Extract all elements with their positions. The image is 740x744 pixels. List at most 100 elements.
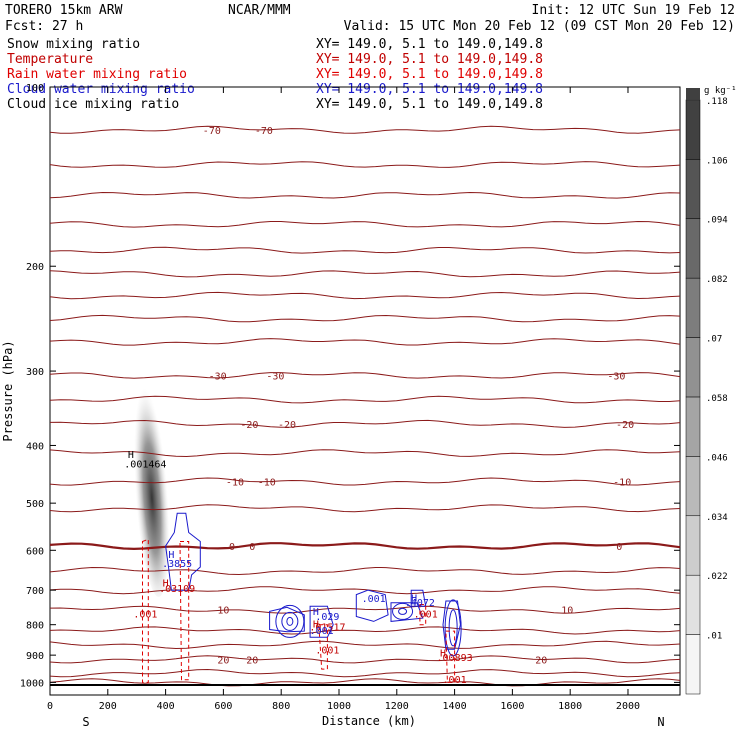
isotherm-label: -10 bbox=[258, 478, 276, 489]
isotherm-label: 0 bbox=[616, 542, 622, 553]
y-tick-label: 500 bbox=[26, 499, 44, 510]
contour-point-label: .001464 bbox=[124, 460, 166, 471]
contour-point-label: H bbox=[128, 450, 134, 461]
contour-point-label: .03109 bbox=[159, 584, 195, 595]
y-tick-label: 100 bbox=[26, 83, 44, 94]
y-tick-label: 800 bbox=[26, 621, 44, 632]
isotherm-line bbox=[49, 270, 681, 278]
field-legend: Snow mixing ratio XY= 149.0, 5.1 to 149.0… bbox=[7, 37, 543, 112]
contour-point-label: .01517 bbox=[309, 622, 345, 633]
isotherm-line bbox=[49, 640, 681, 650]
isotherm-line bbox=[49, 668, 681, 678]
x-tick-label: 400 bbox=[157, 701, 175, 712]
init-label: Init: 12 UTC Sun 19 Feb 12 bbox=[532, 3, 736, 18]
colorbar-segment bbox=[685, 159, 701, 219]
colorbar-label: .082 bbox=[706, 275, 728, 285]
field-xy: XY= 149.0, 5.1 to 149.0,149.8 bbox=[316, 97, 543, 112]
field-xy: XY= 149.0, 5.1 to 149.0,149.8 bbox=[316, 52, 543, 67]
colorbar-segment bbox=[685, 574, 701, 635]
cloud-water-contour bbox=[281, 611, 299, 631]
colorbar: g kg⁻¹ .01 .022 .034 .046 .058 .07 .082 .094 .10… bbox=[685, 86, 737, 695]
center-label: NCAR/MMM bbox=[228, 3, 291, 18]
isotherm-label: 10 bbox=[561, 606, 573, 617]
x-tick-label: 1000 bbox=[327, 701, 351, 712]
isotherm-label: -20 bbox=[240, 420, 258, 431]
fcst-label: Fcst: 27 h bbox=[5, 19, 83, 34]
isotherm-label: -70 bbox=[255, 126, 273, 137]
rain-water-contour bbox=[318, 624, 328, 670]
isotherm-label: -70 bbox=[203, 126, 221, 137]
contour-point-label: .001 bbox=[315, 646, 339, 657]
contour-point-label: .001 bbox=[362, 594, 386, 605]
temperature-isotherms: -70 -70 -30 -30 -30 -20 -20 -20 -10 -10 -10 0 0 0 10 10… bbox=[49, 125, 681, 687]
colorbar-segment bbox=[685, 456, 701, 517]
isotherm-label: -20 bbox=[278, 420, 296, 431]
x-tick-label: 0 bbox=[47, 701, 53, 712]
contour-point-label: .001 bbox=[133, 609, 157, 620]
colorbar-segment bbox=[685, 396, 701, 457]
colorbar-label: .118 bbox=[706, 97, 728, 107]
colorbar-label: .01 bbox=[706, 632, 722, 642]
isotherm-line bbox=[49, 161, 681, 168]
y-tick-label: 900 bbox=[26, 651, 44, 662]
isotherm-label: -20 bbox=[616, 420, 634, 431]
contour-point-label: .001 bbox=[443, 675, 467, 686]
field-xy: XY= 149.0, 5.1 to 149.0,149.8 bbox=[316, 82, 543, 97]
x-tick-label: 1600 bbox=[500, 701, 524, 712]
field-name: Temperature bbox=[7, 52, 93, 67]
colorbar-label: .07 bbox=[706, 335, 722, 345]
isotherm-label: 0 bbox=[249, 542, 255, 553]
contour-point-label: H bbox=[163, 578, 169, 589]
isotherm-line bbox=[49, 449, 681, 458]
isotherm-line bbox=[49, 372, 681, 379]
isotherm-label: -10 bbox=[613, 478, 631, 489]
colorbar-segment bbox=[685, 99, 701, 160]
contour-point-label: H bbox=[313, 619, 319, 630]
cloud-water-contour bbox=[444, 599, 462, 657]
contour-point-label: .001 bbox=[310, 626, 334, 637]
colorbar-label: .094 bbox=[706, 216, 728, 226]
x-tick-label: 600 bbox=[214, 701, 232, 712]
colorbar-label: .034 bbox=[706, 513, 728, 523]
isotherm-line bbox=[49, 655, 681, 664]
plot-frame bbox=[49, 86, 681, 696]
y-tick-label: 300 bbox=[26, 367, 44, 378]
rain-water-contours bbox=[142, 538, 456, 683]
cloud-water-contour bbox=[392, 602, 414, 620]
cloud-water-contour bbox=[442, 600, 461, 650]
y-axis-title: Pressure (hPa) bbox=[1, 340, 15, 441]
contour-point-label: .4072 bbox=[405, 598, 435, 609]
rain-water-contour bbox=[419, 604, 427, 626]
isotherm-line bbox=[49, 338, 681, 346]
isotherm-line bbox=[49, 678, 681, 687]
isotherm-line bbox=[49, 314, 681, 323]
x-tick-label: 1400 bbox=[443, 701, 467, 712]
contour-point-label: H bbox=[440, 649, 446, 660]
isotherm-line bbox=[49, 566, 681, 576]
contour-point-label: H bbox=[411, 594, 417, 605]
colorbar-label: .106 bbox=[706, 156, 728, 166]
contour-point-label: .3855 bbox=[162, 559, 192, 570]
cloud-water-contour bbox=[390, 602, 424, 622]
cloud-water-contour bbox=[398, 607, 408, 615]
x-tick-label: 800 bbox=[272, 701, 290, 712]
x-tick-label: 2000 bbox=[616, 701, 640, 712]
colorbar-segment bbox=[685, 337, 701, 398]
isotherm-label: 20 bbox=[217, 655, 229, 666]
cloud-water-contour bbox=[309, 605, 334, 638]
field-xy: XY= 149.0, 5.1 to 149.0,149.8 bbox=[316, 37, 543, 52]
colorbar-unit: g kg⁻¹ bbox=[704, 86, 737, 96]
contour-point-label: H bbox=[168, 550, 174, 561]
x-tick-label: 1800 bbox=[558, 701, 582, 712]
field-name: Cloud water mixing ratio bbox=[7, 82, 195, 97]
colorbar-segment bbox=[685, 218, 701, 279]
isotherm-line bbox=[49, 395, 681, 404]
contour-point-label: H bbox=[313, 607, 319, 618]
isotherm-line bbox=[49, 586, 681, 595]
cloud-water-contour bbox=[286, 616, 294, 626]
y-tick-label: 200 bbox=[26, 262, 44, 273]
colorbar-segment bbox=[685, 634, 701, 695]
